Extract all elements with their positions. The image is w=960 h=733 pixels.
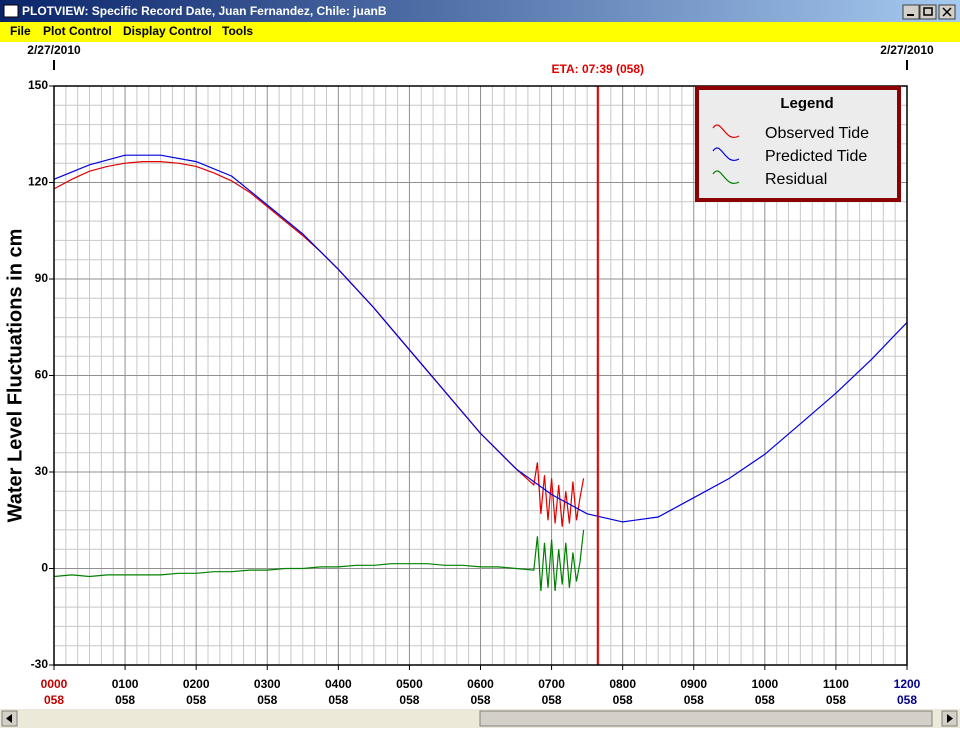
app-icon	[3, 4, 19, 18]
scroll-thumb[interactable]	[479, 710, 933, 727]
close-glyph	[942, 7, 952, 17]
x-tick-day-label: 058	[826, 693, 846, 707]
x-tick-label: 1000	[751, 677, 778, 691]
series-line	[53, 529, 585, 592]
x-tick-label: 0600	[467, 677, 494, 691]
x-tick-day-label: 058	[257, 693, 277, 707]
x-tick-label: 0000	[41, 677, 68, 691]
legend-title: Legend	[780, 95, 833, 112]
y-tick-label: 0	[41, 561, 48, 575]
plot-frame	[53, 85, 908, 666]
menu: File Plot Control Display Control Tools	[10, 24, 253, 38]
title-bar	[0, 0, 960, 22]
x-tick-day-label: 058	[897, 693, 917, 707]
x-tick-day-label: 058	[684, 693, 704, 707]
menu-item[interactable]: Tools	[222, 24, 253, 38]
date-label: 2/27/2010	[27, 43, 81, 57]
y-tick-label: 90	[35, 271, 49, 285]
x-tick-label: 0200	[183, 677, 210, 691]
x-tick-day-label: 058	[44, 693, 64, 707]
x-tick-label: 0700	[538, 677, 565, 691]
chart: -30 0 30 60 90 120 150 0000 058 0100 058 0200 058 030…	[4, 43, 934, 707]
x-tick-label: 1100	[823, 677, 849, 691]
x-tick-day-label: 058	[613, 693, 633, 707]
menu-item[interactable]: Plot Control	[43, 24, 112, 38]
x-tick-label: 0500	[396, 677, 423, 691]
x-tick-day-label: 058	[186, 693, 206, 707]
y-tick-label: 60	[35, 368, 49, 382]
y-axis-label: Water Level Fluctuations in cm	[4, 229, 26, 523]
scroll-right-arrow	[947, 714, 953, 723]
maximize-button[interactable]	[919, 4, 937, 20]
menu-item[interactable]: File	[10, 24, 31, 38]
legend-label: Observed Tide	[765, 125, 869, 142]
y-tick-label: 120	[28, 175, 48, 189]
x-tick-day-label: 058	[755, 693, 775, 707]
menu-bar	[0, 22, 960, 42]
legend-label: Predicted Tide	[765, 148, 867, 165]
legend-label: Residual	[765, 171, 827, 188]
x-tick-label: 0100	[112, 677, 139, 691]
series-line	[53, 154, 908, 523]
x-tick-label: 0300	[254, 677, 281, 691]
y-tick-label: 30	[35, 464, 49, 478]
legend-swatch	[712, 170, 740, 185]
x-tick-label: 0800	[609, 677, 636, 691]
legend-box	[695, 86, 901, 202]
maximize-glyph	[923, 7, 933, 16]
x-tick-label: 1200	[894, 677, 921, 691]
x-tick-label: 0900	[680, 677, 707, 691]
menu-item[interactable]: Display Control	[123, 24, 212, 38]
window-buttons	[902, 4, 956, 20]
scroll-left-arrow	[6, 714, 12, 723]
eta-label: ETA: 07:39 (058)	[552, 62, 644, 76]
window-title: PLOTVIEW: Specific Record Date, Juan Fer…	[22, 4, 387, 18]
y-tick-label: -30	[31, 657, 49, 671]
x-tick-day-label: 058	[470, 693, 490, 707]
x-tick-label: 0400	[325, 677, 352, 691]
y-tick-label: 150	[28, 78, 48, 92]
x-tick-day-label: 058	[115, 693, 135, 707]
minimize-button[interactable]	[902, 4, 920, 20]
x-tick-day-label: 058	[542, 693, 562, 707]
legend-swatch	[712, 147, 740, 162]
x-tick-day-label: 058	[399, 693, 419, 707]
date-label: 2/27/2010	[880, 43, 934, 57]
legend-swatch	[712, 124, 740, 139]
x-tick-day-label: 058	[328, 693, 348, 707]
